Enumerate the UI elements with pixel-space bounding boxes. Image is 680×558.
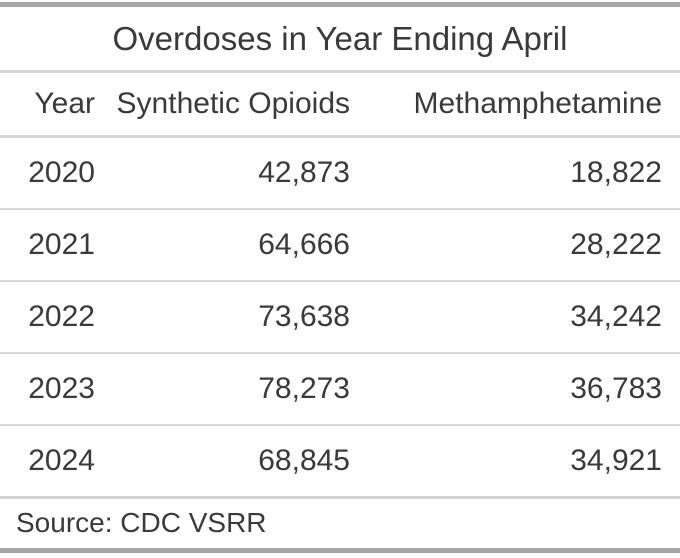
methamphetamine-cell: 28,222: [368, 209, 680, 282]
year-cell: 2020: [0, 136, 95, 210]
year-cell: 2021: [0, 209, 95, 282]
methamphetamine-cell: 34,242: [368, 281, 680, 354]
synthetic-opioids-cell: 42,873: [95, 136, 368, 210]
year-cell: 2022: [0, 281, 95, 354]
synthetic-opioids-cell: 78,273: [95, 353, 368, 426]
synthetic-opioids-cell: 73,638: [95, 281, 368, 354]
synthetic-opioids-cell: 68,845: [95, 425, 368, 499]
overdose-table: Year Synthetic Opioids Methamphetamine 2…: [0, 73, 680, 499]
source-note: Source: CDC VSRR: [16, 507, 267, 538]
methamphetamine-cell: 18,822: [368, 136, 680, 210]
year-cell: 2024: [0, 425, 95, 499]
table-row: 2024 68,845 34,921: [0, 425, 680, 499]
header-row: Year Synthetic Opioids Methamphetamine: [0, 73, 680, 138]
table-header: Year Synthetic Opioids Methamphetamine: [0, 73, 680, 138]
column-header-methamphetamine: Methamphetamine: [368, 73, 680, 138]
table-row: 2021 64,666 28,222: [0, 209, 680, 282]
synthetic-opioids-cell: 64,666: [95, 209, 368, 282]
methamphetamine-cell: 34,921: [368, 425, 680, 499]
year-cell: 2023: [0, 353, 95, 426]
column-header-year: Year: [0, 73, 95, 138]
table-title: Overdoses in Year Ending April: [0, 7, 680, 73]
column-header-synthetic-opioids: Synthetic Opioids: [95, 73, 368, 138]
methamphetamine-cell: 36,783: [368, 353, 680, 426]
table-body: 2020 42,873 18,822 2021 64,666 28,222 20…: [0, 136, 680, 499]
table-row: 2023 78,273 36,783: [0, 353, 680, 426]
table-row: 2020 42,873 18,822: [0, 136, 680, 210]
table-row: 2022 73,638 34,242: [0, 281, 680, 354]
